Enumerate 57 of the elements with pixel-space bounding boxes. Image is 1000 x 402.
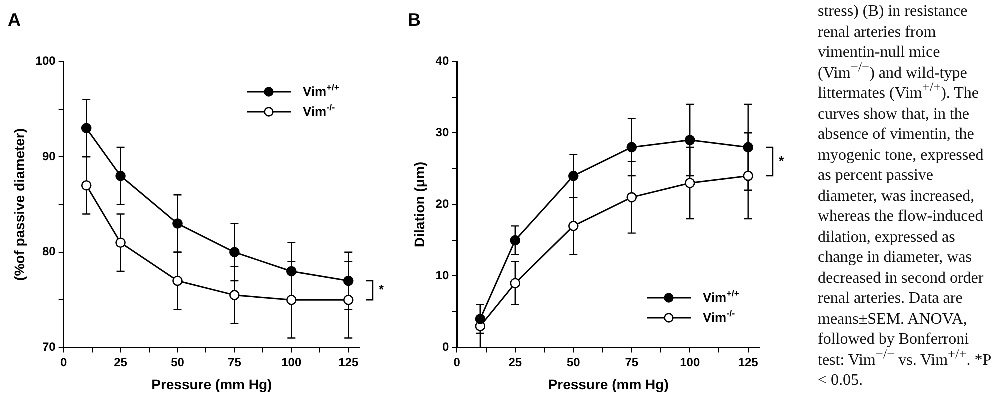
x-tick-label: 25: [114, 355, 128, 370]
text: *: [379, 282, 385, 298]
point: [116, 170, 126, 182]
y-tick-label: 10: [436, 268, 450, 283]
legend-label: Vim$^{-/-}$: [703, 308, 736, 326]
x-tick-label: 125: [738, 355, 759, 370]
legend-label: Vim$^{-/-}$: [303, 102, 336, 120]
point: [684, 135, 696, 146]
x-tick-label: 125: [338, 355, 359, 370]
y-tick-label: 40: [436, 54, 450, 68]
x-tick-label: 50: [171, 355, 185, 370]
point: [343, 294, 354, 306]
point: [116, 238, 126, 248]
point: [568, 170, 579, 182]
x-tick-label: 0: [454, 355, 461, 370]
point: [568, 221, 579, 232]
y-axis-title: (%of passive diameter): [11, 128, 28, 281]
point: [230, 290, 240, 300]
point: [743, 142, 754, 153]
legend-label: Vim$^{+/+}$: [703, 288, 740, 306]
point: [286, 294, 297, 306]
point: [172, 276, 183, 286]
point: [626, 142, 638, 153]
x-tick-label: 50: [566, 355, 581, 370]
y-tick-label: 90: [42, 149, 56, 164]
point: [81, 180, 92, 191]
chart-title: B: [408, 10, 421, 30]
y-tick-label: 20: [436, 197, 450, 212]
x-tick-label: 0: [60, 355, 68, 370]
x-tick-label: 75: [228, 355, 242, 370]
x-tick-label: 100: [680, 355, 700, 370]
y-tick-label: 80: [42, 244, 56, 259]
text: stress) (B) in resistance renal arteries from vimentin-null mice (Vim$^{−/−}$) and wild-type littermates (Vim$^{+/+}$). The curves show that, in the absence of vimentin, the myogenic tone, expressed as percent passive diameter, was increased, whereas the flow-induced dilation, expressed as change in diameter, was decreased in second order renal arteries. Data are means±SEM. ANOVA, followed by Bonferroni test: Vim$^{−/−}$ vs. Vim$^{+/+}$. *P < 0.05.: [818, 3, 992, 389]
x-tick-label: 100: [282, 355, 302, 370]
text: *: [779, 153, 785, 168]
y-axis-title: Dilation (μm): [411, 162, 428, 248]
x-tick-label: 75: [625, 355, 639, 370]
point: [510, 278, 521, 289]
y-tick-label: 70: [42, 340, 56, 354]
point: [510, 235, 521, 246]
point: [684, 178, 696, 188]
x-tick-label: 25: [508, 355, 522, 370]
y-tick-label: 100: [36, 54, 56, 68]
x-axis-title: Pressure (mm Hg): [152, 376, 272, 392]
point: [626, 192, 638, 203]
point: [475, 314, 486, 324]
y-tick-label: 0: [442, 340, 450, 354]
point: [81, 123, 92, 134]
y-tick-label: 30: [436, 125, 450, 140]
legend-label: Vim$^{+/+}$: [303, 82, 340, 100]
point: [230, 247, 240, 258]
point: [286, 266, 297, 277]
chart-title: A: [8, 10, 21, 30]
point: [343, 276, 354, 286]
point: [743, 170, 754, 182]
point: [172, 218, 183, 229]
x-axis-title: Pressure (mm Hg): [548, 376, 669, 392]
